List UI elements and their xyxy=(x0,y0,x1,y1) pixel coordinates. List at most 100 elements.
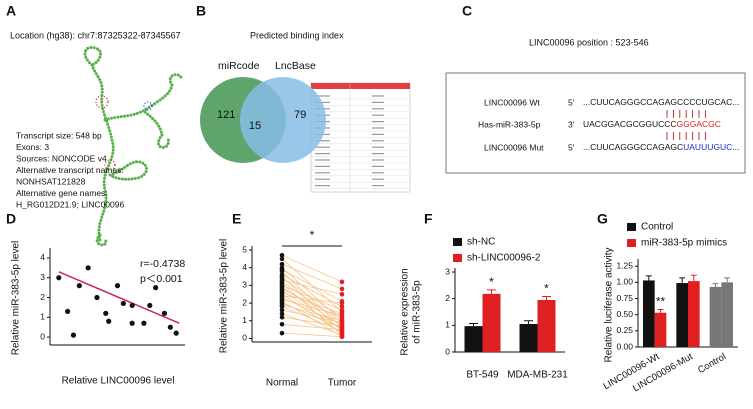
point xyxy=(279,261,285,267)
venn-count: 121 xyxy=(217,109,235,121)
point xyxy=(279,330,285,336)
bar xyxy=(519,324,538,352)
point xyxy=(106,318,112,324)
point xyxy=(129,302,135,309)
y-tick-label: 0 xyxy=(40,331,45,341)
point xyxy=(339,304,345,309)
venn-set xyxy=(240,77,326,163)
pair-line xyxy=(281,292,343,315)
y-tick-label: 0.25 xyxy=(616,325,633,335)
binding-table xyxy=(310,82,411,193)
pair-line xyxy=(281,299,343,316)
y-axis-title: Relative miR-383-5p level xyxy=(219,239,230,354)
pair-line xyxy=(281,254,343,283)
bar xyxy=(676,283,688,347)
panel-letter: A xyxy=(6,3,16,19)
pair-line xyxy=(281,269,343,302)
venn-count: 15 xyxy=(249,120,261,132)
sequence-end: 3' xyxy=(568,119,575,129)
y-tick-label: 0.50 xyxy=(616,309,633,319)
point xyxy=(173,330,179,336)
sequence-part: UAUUUGUC xyxy=(683,142,732,152)
info-line: Alternative gene names: xyxy=(16,188,108,198)
sequence-end: 5' xyxy=(568,97,575,107)
point xyxy=(279,322,285,327)
y-tick-label: 5 xyxy=(242,244,247,254)
sequence: UACGGACGCGGUCCCGGGACGC xyxy=(583,119,721,129)
legend-swatch xyxy=(627,223,636,231)
error-bar xyxy=(542,296,551,300)
sequence-part: UACGGACGCGGUCCC xyxy=(583,119,677,129)
x-tick-label: MDA-MB-231 xyxy=(507,370,568,381)
point xyxy=(339,307,345,313)
significance: * xyxy=(489,275,494,289)
point xyxy=(279,253,285,258)
panel-letter: C xyxy=(462,3,472,19)
pair-line xyxy=(281,281,343,323)
sequence-part: GGGACGC xyxy=(677,119,721,129)
point xyxy=(76,283,82,289)
y-tick-label: 0 xyxy=(445,346,450,356)
error-bar xyxy=(645,275,652,281)
sequence-name: LINC00096 Wt xyxy=(484,97,540,107)
venn-label: miRcode xyxy=(218,60,260,72)
sequence: ...CUUCAGGGCCAGAGCUAUUUGUC... xyxy=(583,142,739,152)
sequence-name: LINC00096 Mut xyxy=(484,142,544,152)
error-bar xyxy=(690,274,697,282)
point xyxy=(339,323,345,329)
y-tick-label: 0.75 xyxy=(616,293,633,303)
y-axis-title: of miR-383-5p xyxy=(412,280,423,344)
pair-line xyxy=(281,279,343,295)
y-tick-label: 3 xyxy=(445,266,450,276)
bar xyxy=(482,293,501,352)
error-bar xyxy=(487,289,496,294)
error-bar xyxy=(712,283,719,287)
pairing-lines xyxy=(666,110,706,140)
fit-line xyxy=(58,271,180,324)
sequence-end: 5' xyxy=(568,142,575,152)
pair-line xyxy=(281,304,343,322)
y-tick-label: 3 xyxy=(242,280,247,290)
y-tick-label: 0 xyxy=(242,333,247,343)
error-bar xyxy=(657,309,664,313)
point xyxy=(339,320,345,325)
point xyxy=(339,300,345,306)
significance: * xyxy=(544,282,549,296)
legend-label: Control xyxy=(641,222,673,233)
sequence-box xyxy=(445,72,746,174)
error-bar xyxy=(469,322,478,327)
y-tick-label: 1.25 xyxy=(616,260,633,270)
pair-line xyxy=(281,295,343,304)
x-tick-label: Tumor xyxy=(328,378,357,389)
pair-line xyxy=(281,313,343,336)
y-tick-label: 4 xyxy=(40,252,45,262)
point xyxy=(279,268,285,274)
y-tick-label: 1 xyxy=(242,315,247,325)
point xyxy=(339,327,345,332)
point xyxy=(339,291,345,297)
y-tick-label: 4 xyxy=(242,262,247,272)
panel-letter: G xyxy=(597,211,608,227)
panel-letter: D xyxy=(6,211,16,227)
point xyxy=(279,304,285,309)
legend-swatch xyxy=(453,238,462,246)
info-line: H_RG012D21.9; LINC00096 xyxy=(16,199,124,209)
bar xyxy=(654,312,667,347)
annotation: p＜0.001 xyxy=(140,273,183,285)
y-tick-label: 1.00 xyxy=(616,277,633,287)
pair-line xyxy=(281,288,343,320)
y-tick-label: 2 xyxy=(40,292,45,302)
y-tick-label: 3 xyxy=(40,272,45,282)
y-tick-label: 1 xyxy=(445,320,450,330)
info-line: NONHSAT121828 xyxy=(16,176,86,186)
location: Location (hg38): chr7:87325322-87345567 xyxy=(10,30,181,40)
annotation: r=-0.4738 xyxy=(140,258,185,270)
x-tick-label: Control xyxy=(696,351,728,376)
panel-letter: F xyxy=(424,211,433,227)
y-axis-title: Relative miR-383-5p level xyxy=(11,241,22,356)
point xyxy=(279,314,285,320)
point xyxy=(147,302,153,309)
sequence-part: ...CUUCAGGGCCAGAGC xyxy=(583,142,683,152)
pair-line xyxy=(281,263,343,290)
legend-swatch xyxy=(627,239,636,247)
